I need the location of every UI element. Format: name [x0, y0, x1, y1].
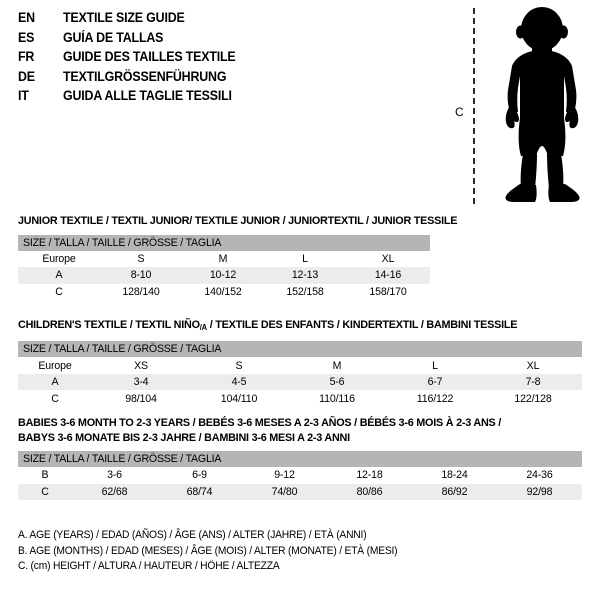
table-cell: 14-16	[346, 267, 430, 284]
table-cell: 8-10	[100, 267, 182, 284]
section-childrens-textile: CHILDREN'S TEXTILE / TEXTIL NIÑO/A / TEX…	[18, 318, 582, 407]
language-row: IT GUIDA ALLE TAGLIE TESSILI	[18, 88, 418, 108]
height-illustration: C	[440, 0, 600, 215]
section-babies-textile: BABIES 3-6 MONTH TO 2-3 YEARS / BEBÉS 3-…	[18, 416, 582, 500]
language-code-es: ES	[18, 29, 35, 45]
children-heading-part1: CHILDREN'S TEXTILE / TEXTIL NIÑO	[18, 319, 200, 331]
children-size-bar-label: SIZE / TALLA / TAILLE / GRÖSSE / TAGLIA	[18, 341, 582, 358]
children-row-label-europe: Europe	[18, 357, 92, 374]
babies-section-heading-line1: BABIES 3-6 MONTH TO 2-3 YEARS / BEBÉS 3-…	[18, 417, 502, 429]
table-row: A 3-4 4-5 5-6 6-7 7-8	[18, 373, 582, 391]
children-size-bar-row: SIZE / TALLA / TAILLE / GRÖSSE / TAGLIA	[18, 341, 582, 358]
table-cell: 116/122	[386, 390, 484, 407]
table-cell: 3-4	[92, 373, 190, 391]
table-row: C 98/104 104/110 110/116 116/122 122/128	[18, 390, 582, 407]
babies-size-bar-row: SIZE / TALLA / TAILLE / GRÖSSE / TAGLIA	[18, 451, 582, 467]
language-row: DE TEXTILGRÖSSENFÜHRUNG	[18, 69, 418, 89]
language-title-it: GUIDA ALLE TAGLIE TESSILI	[63, 88, 232, 103]
table-row: Europe S M L XL	[18, 250, 430, 267]
table-cell: 140/152	[182, 283, 264, 300]
junior-row-label-c: C	[18, 283, 100, 300]
children-section-heading: CHILDREN'S TEXTILE / TEXTIL NIÑO/A / TEX…	[18, 318, 554, 335]
measurement-legend: A. AGE (YEARS) / EDAD (AÑOS) / ÂGE (ANS)…	[18, 528, 478, 575]
legend-line-a: A. AGE (YEARS) / EDAD (AÑOS) / ÂGE (ANS)…	[18, 529, 367, 541]
table-cell: 98/104	[92, 390, 190, 407]
table-row: A 8-10 10-12 12-13 14-16	[18, 267, 430, 284]
junior-size-table: SIZE / TALLA / TAILLE / GRÖSSE / TAGLIA …	[18, 234, 430, 300]
table-cell: 24-36	[497, 467, 582, 484]
table-row: C 128/140 140/152 152/158 158/170	[18, 283, 430, 300]
language-row: ES GUÍA DE TALLAS	[18, 30, 418, 50]
table-cell: 5-6	[288, 373, 386, 391]
table-row: B 3-6 6-9 9-12 12-18 18-24 24-36	[18, 467, 582, 484]
language-code-it: IT	[18, 88, 29, 103]
table-row: C 62/68 68/74 74/80 80/86 86/92 92/98	[18, 483, 582, 500]
babies-size-table: SIZE / TALLA / TAILLE / GRÖSSE / TAGLIA …	[18, 451, 582, 500]
babies-section-heading-line2: BABYS 3-6 MONATE BIS 2-3 JAHRE / BAMBINI…	[18, 431, 350, 444]
table-cell: L	[264, 250, 346, 267]
language-title-de: TEXTILGRÖSSENFÜHRUNG	[63, 68, 227, 84]
table-cell: 12-13	[264, 267, 346, 284]
table-cell: 86/92	[412, 483, 497, 500]
table-cell: S	[100, 250, 182, 267]
babies-row-label-c: C	[18, 483, 72, 500]
children-heading-part2: / TEXTILE DES ENFANTS / KINDERTEXTIL / B…	[206, 319, 518, 331]
junior-size-bar-label: SIZE / TALLA / TAILLE / GRÖSSE / TAGLIA	[18, 234, 430, 251]
table-cell: 80/86	[327, 483, 412, 500]
language-row: FR GUIDE DES TAILLES TEXTILE	[18, 49, 418, 69]
children-row-label-a: A	[18, 373, 92, 391]
table-cell: L	[386, 357, 484, 374]
height-measure-dashed-line	[473, 8, 475, 204]
table-cell: 10-12	[182, 267, 264, 284]
table-cell: 12-18	[327, 467, 412, 484]
language-title-en: TEXTILE SIZE GUIDE	[63, 10, 185, 25]
legend-line-c: C. (cm) HEIGHT / ALTURA / HAUTEUR / HÖHE…	[18, 560, 280, 572]
table-cell: M	[288, 357, 386, 374]
table-cell: 4-5	[190, 373, 288, 391]
junior-row-label-europe: Europe	[18, 250, 100, 267]
language-title-fr: GUIDE DES TAILLES TEXTILE	[63, 49, 236, 64]
table-cell: XS	[92, 357, 190, 374]
table-cell: 3-6	[72, 467, 157, 484]
table-cell: 6-7	[386, 373, 484, 391]
table-cell: 158/170	[346, 283, 430, 300]
language-code-en: EN	[18, 10, 35, 25]
table-cell: M	[182, 250, 264, 267]
table-cell: XL	[484, 357, 582, 374]
table-cell: 62/68	[72, 483, 157, 500]
junior-row-label-a: A	[18, 267, 100, 284]
height-measure-label: C	[455, 105, 464, 119]
table-cell: 128/140	[100, 283, 182, 300]
children-size-table: SIZE / TALLA / TAILLE / GRÖSSE / TAGLIA …	[18, 341, 582, 407]
language-code-de: DE	[18, 68, 35, 84]
table-cell: 6-9	[157, 467, 242, 484]
table-cell: 18-24	[412, 467, 497, 484]
language-title-es: GUÍA DE TALLAS	[63, 29, 164, 45]
table-cell: 110/116	[288, 390, 386, 407]
table-row: Europe XS S M L XL	[18, 357, 582, 374]
table-cell: 68/74	[157, 483, 242, 500]
language-row: EN TEXTILE SIZE GUIDE	[18, 10, 418, 30]
children-heading-subscript: /A	[199, 322, 207, 332]
table-cell: 74/80	[242, 483, 327, 500]
table-cell: 104/110	[190, 390, 288, 407]
table-cell: 152/158	[264, 283, 346, 300]
legend-line-b: B. AGE (MONTHS) / EDAD (MESES) / ÂGE (MO…	[18, 544, 398, 557]
table-cell: XL	[346, 250, 430, 267]
language-header-block: EN TEXTILE SIZE GUIDE ES GUÍA DE TALLAS …	[18, 10, 418, 108]
table-cell: 92/98	[497, 483, 582, 500]
table-cell: 7-8	[484, 373, 582, 391]
table-cell: S	[190, 357, 288, 374]
language-code-fr: FR	[18, 49, 35, 64]
junior-section-heading: JUNIOR TEXTILE / TEXTIL JUNIOR/ TEXTILE …	[18, 215, 458, 227]
babies-size-bar-label: SIZE / TALLA / TAILLE / GRÖSSE / TAGLIA	[18, 451, 582, 467]
toddler-silhouette-icon	[484, 6, 600, 206]
section-junior-textile: JUNIOR TEXTILE / TEXTIL JUNIOR/ TEXTILE …	[18, 214, 458, 300]
junior-size-bar-row: SIZE / TALLA / TAILLE / GRÖSSE / TAGLIA	[18, 234, 430, 251]
table-cell: 122/128	[484, 390, 582, 407]
table-cell: 9-12	[242, 467, 327, 484]
babies-row-label-b: B	[18, 467, 72, 484]
children-row-label-c: C	[18, 390, 92, 407]
